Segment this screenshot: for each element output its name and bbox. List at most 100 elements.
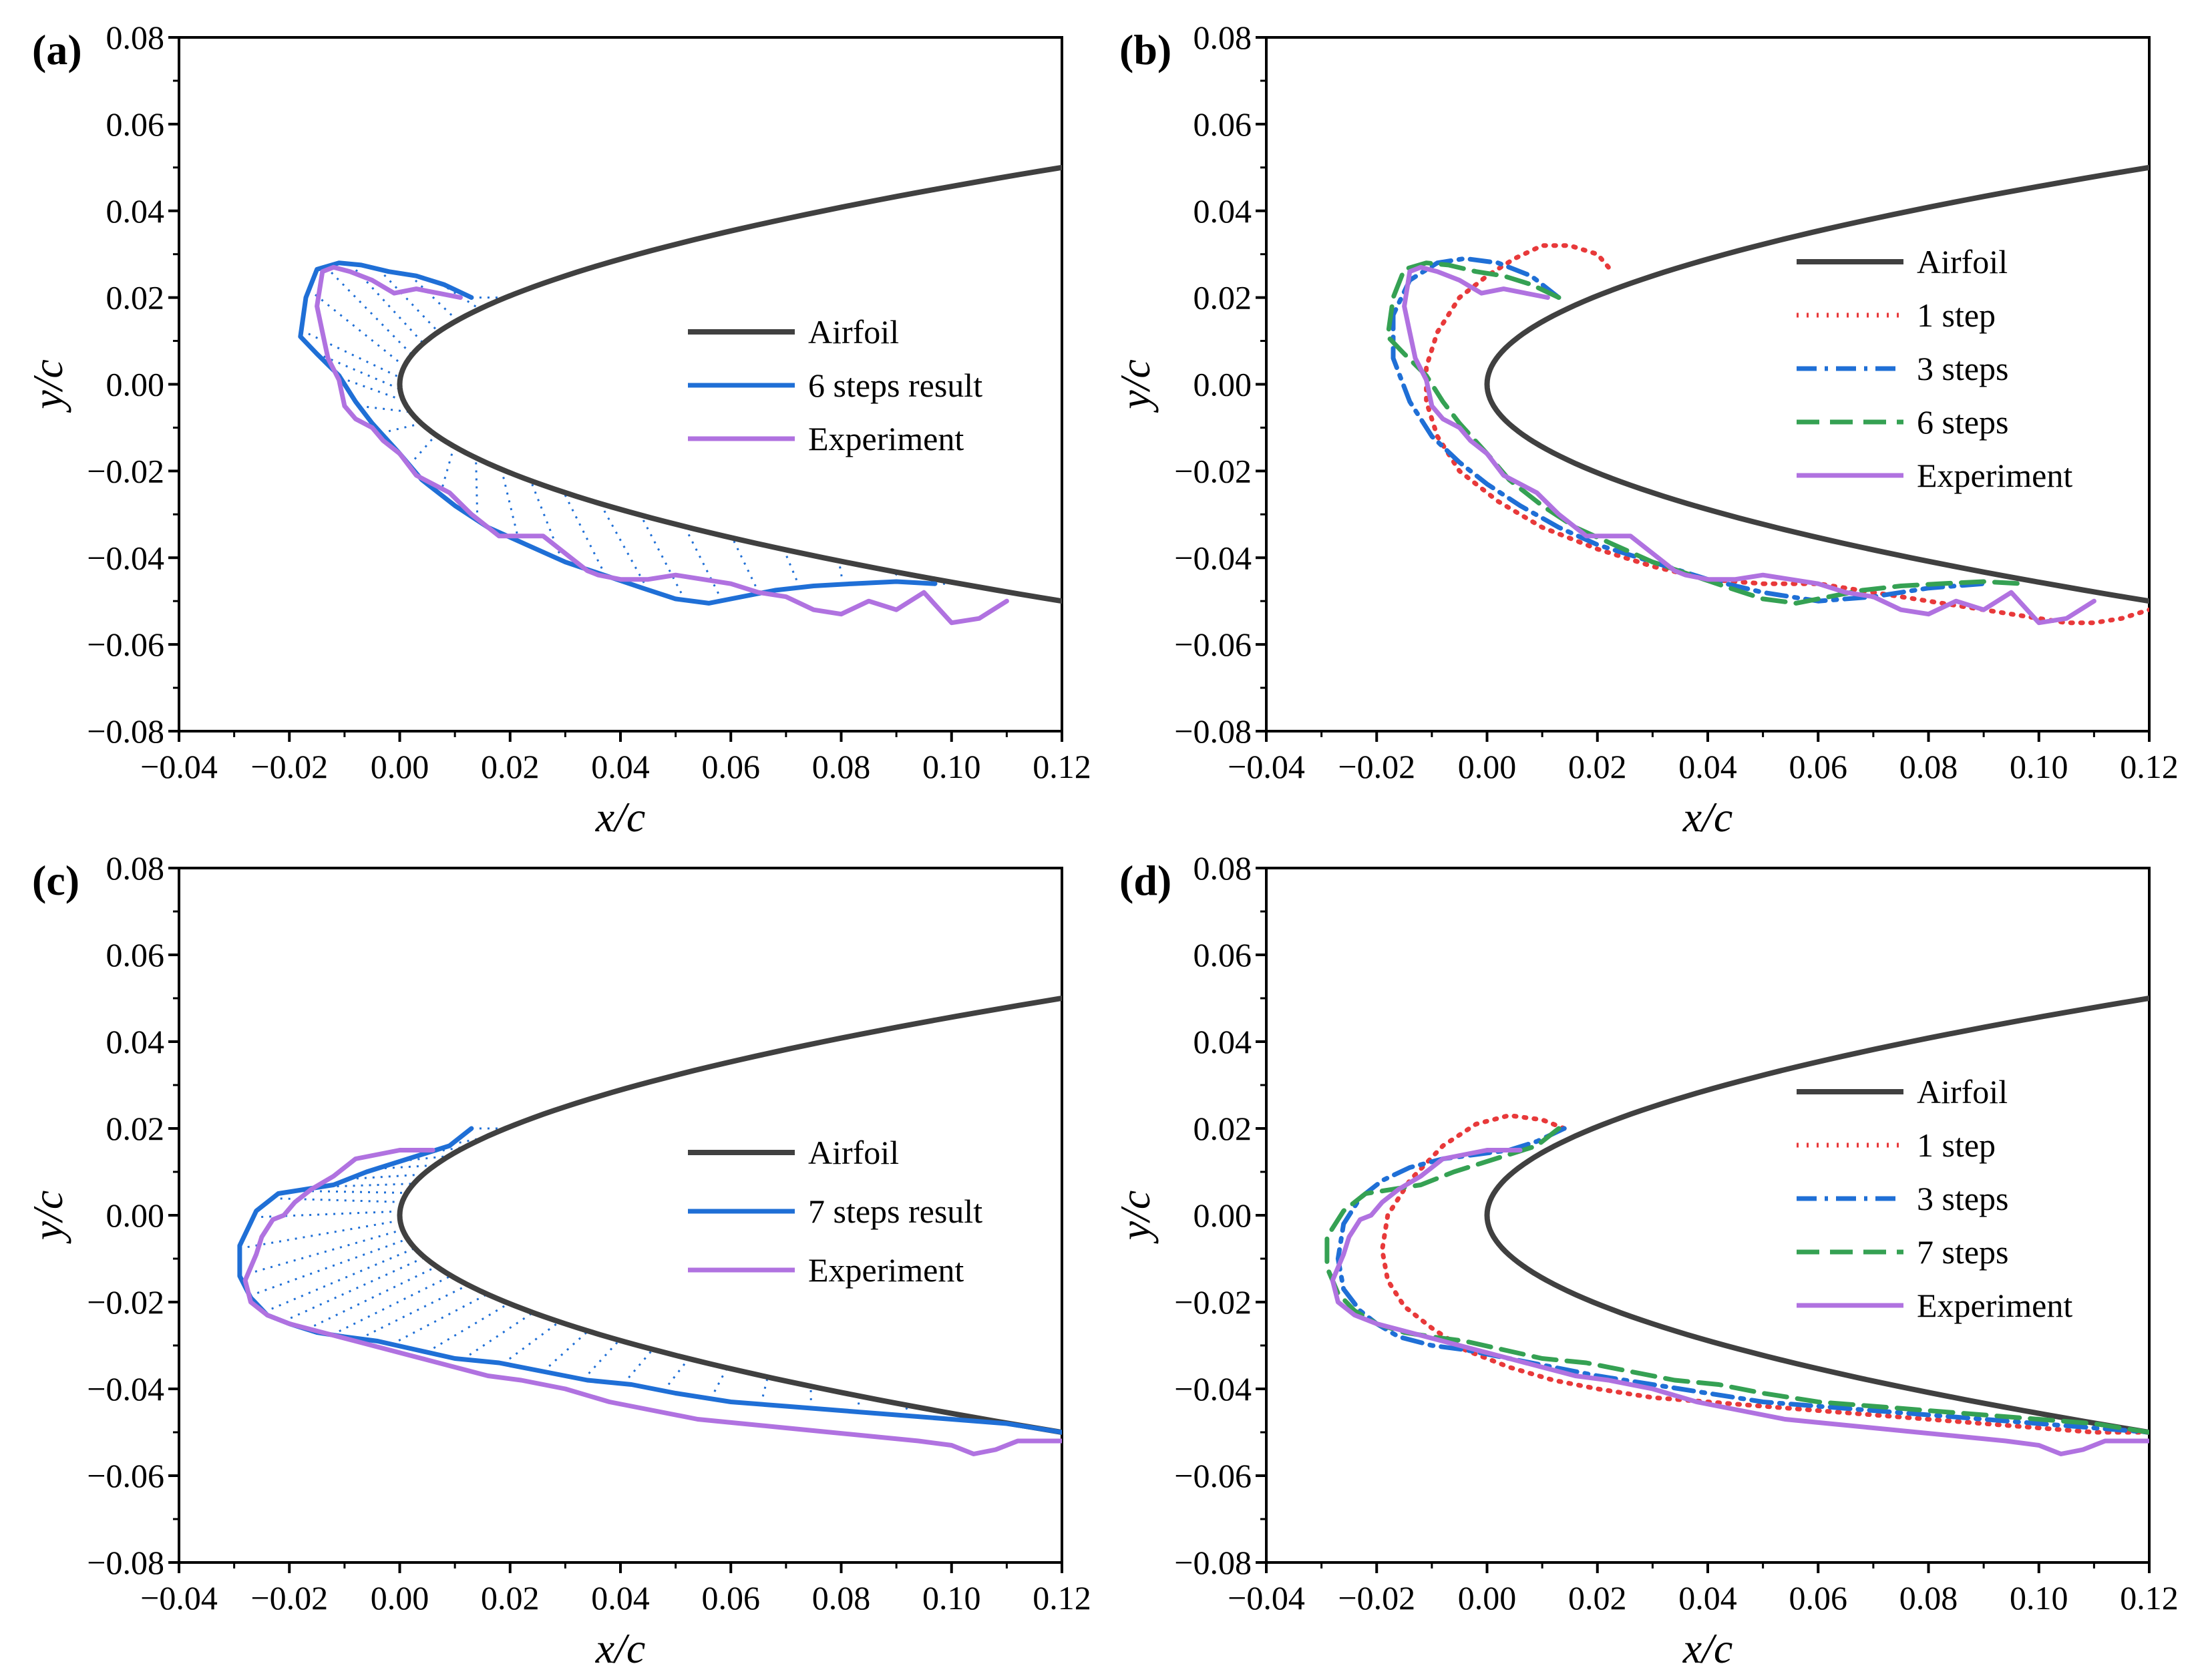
y-tick-label: 0.06 xyxy=(1194,936,1252,974)
shading-line xyxy=(759,1376,769,1405)
y-tick-label: 0.00 xyxy=(1194,366,1252,403)
shading-line xyxy=(391,1293,488,1345)
panel-1: −0.04 −0.02 0.00 0.02 0.04 0.06 0.08 0.10 0.12 0.… xyxy=(1111,19,2179,841)
series-line-airfoil xyxy=(1484,164,2149,604)
x-tick-label: 0.12 xyxy=(2120,748,2179,785)
y-tick-label: 0.08 xyxy=(106,849,165,887)
legend-label-6-steps: 6 steps xyxy=(1917,403,2009,441)
y-tick-label: −0.04 xyxy=(1174,539,1252,576)
y-tick-label: 0.08 xyxy=(1194,19,1252,56)
series-line-airfoil xyxy=(397,164,1062,604)
plot-area xyxy=(298,164,1062,626)
shading-line xyxy=(249,1238,408,1297)
panel-2: −0.04 −0.02 0.00 0.02 0.04 0.06 0.08 0.10 0.12 0.… xyxy=(24,849,1091,1672)
panel-0: −0.04 −0.02 0.00 0.02 0.04 0.06 0.08 0.10 0.12 0.… xyxy=(24,19,1091,841)
x-tick-label: 0.04 xyxy=(591,1579,650,1617)
legend-label-1-step: 1 step xyxy=(1917,1126,1996,1164)
shading-line xyxy=(331,1275,452,1336)
legend-label-7-steps: 7 steps xyxy=(1917,1233,2009,1271)
y-tick-label: 0.08 xyxy=(106,19,165,56)
legend-label-experiment: Experiment xyxy=(1917,1287,2072,1324)
y-tick-label: 0.02 xyxy=(1194,279,1252,317)
y-tick-label: −0.06 xyxy=(1174,626,1252,663)
y-tick-label: 0.04 xyxy=(1194,1023,1252,1060)
x-tick-label: 0.06 xyxy=(702,748,761,785)
y-tick-label: −0.08 xyxy=(87,1544,164,1581)
legend-label-3-steps: 3 steps xyxy=(1917,1180,2009,1217)
panel-label: (d) xyxy=(1119,857,1171,904)
x-tick-label: 0.10 xyxy=(922,748,981,785)
shading-line xyxy=(439,446,455,495)
legend-label-experiment: Experiment xyxy=(808,1251,964,1289)
x-tick-label: 0.00 xyxy=(371,748,429,785)
y-tick-label: 0.00 xyxy=(1194,1197,1252,1234)
y-axis-label: y/c xyxy=(24,359,71,413)
y-tick-label: −0.08 xyxy=(87,712,164,750)
shading-line xyxy=(409,274,458,321)
legend: Airfoil 6 steps result Experiment xyxy=(688,313,982,457)
x-tick-label: −0.04 xyxy=(140,1579,218,1617)
x-tick-label: 0.04 xyxy=(1678,1579,1737,1617)
x-tick-label: 0.08 xyxy=(1899,1579,1958,1617)
x-tick-label: 0.02 xyxy=(1568,1579,1627,1617)
y-tick-label: 0.04 xyxy=(1194,192,1252,230)
y-tick-label: 0.08 xyxy=(1194,849,1252,887)
y-tick-label: 0.02 xyxy=(106,1110,165,1147)
y-tick-label: 0.00 xyxy=(106,1197,165,1234)
x-axis-label: x/c xyxy=(595,793,646,841)
series-line-3-steps xyxy=(1335,1126,2149,1435)
y-axis-label: y/c xyxy=(1111,1191,1159,1245)
series-line-3-steps xyxy=(1391,256,1986,604)
shading-line xyxy=(582,1339,620,1380)
x-tick-label: 0.06 xyxy=(1789,1579,1848,1617)
y-tick-label: −0.08 xyxy=(1174,712,1252,750)
panel-label: (b) xyxy=(1119,26,1171,73)
shading-line xyxy=(359,1284,469,1340)
x-tick-label: 0.02 xyxy=(481,748,540,785)
panel-3: −0.04 −0.02 0.00 0.02 0.04 0.06 0.08 0.10 0.12 0.… xyxy=(1111,849,2179,1672)
y-tick-label: 0.00 xyxy=(106,366,165,403)
shading-line xyxy=(359,405,411,413)
x-tick-label: 0.10 xyxy=(922,1579,981,1617)
legend-label-experiment: Experiment xyxy=(808,420,964,457)
series-line-experiment xyxy=(1330,1148,2149,1456)
y-tick-label: 0.06 xyxy=(106,936,165,974)
series-line-experiment xyxy=(242,1148,1062,1456)
shading-line xyxy=(475,457,479,521)
y-axis-label: y/c xyxy=(24,1191,71,1245)
x-tick-label: 0.08 xyxy=(812,1579,871,1617)
legend-label-7-steps-result: 7 steps result xyxy=(808,1193,982,1230)
y-tick-label: −0.04 xyxy=(1174,1370,1252,1408)
plot-frame xyxy=(1265,36,2151,732)
x-tick-label: 0.04 xyxy=(1678,748,1737,785)
legend: Airfoil 7 steps result Experiment xyxy=(688,1134,982,1289)
x-tick-label: 0.00 xyxy=(371,1579,429,1617)
shading-line xyxy=(663,1357,690,1392)
x-tick-label: 0.08 xyxy=(812,748,871,785)
x-tick-label: 0.04 xyxy=(591,748,650,785)
shading-line xyxy=(239,1219,401,1250)
y-tick-label: 0.04 xyxy=(106,192,165,230)
plot-frame xyxy=(1265,867,2151,1564)
x-tick-label: 0.12 xyxy=(1033,1579,1091,1617)
shading-line xyxy=(855,1395,862,1413)
legend-label-3-steps: 3 steps xyxy=(1917,350,2009,387)
y-tick-label: 0.06 xyxy=(1194,106,1252,143)
legend-label-airfoil: Airfoil xyxy=(1917,243,2008,280)
y-tick-label: 0.02 xyxy=(1194,1110,1252,1147)
x-tick-label: −0.04 xyxy=(1228,748,1305,785)
shading-line xyxy=(542,1330,589,1373)
legend-label-1-step: 1 step xyxy=(1917,296,1996,334)
x-tick-label: −0.02 xyxy=(1338,748,1415,785)
shading-line xyxy=(283,1256,425,1323)
shading-line xyxy=(462,1311,534,1360)
shading-line xyxy=(272,1197,403,1203)
x-tick-label: 0.12 xyxy=(2120,1579,2179,1617)
legend-label-airfoil: Airfoil xyxy=(808,1134,899,1171)
x-tick-label: 0.06 xyxy=(702,1579,761,1617)
shading-line xyxy=(500,469,520,542)
series-line-airfoil xyxy=(397,996,1062,1435)
x-tick-label: 0.06 xyxy=(1789,748,1848,785)
x-axis-label: x/c xyxy=(595,1625,646,1672)
